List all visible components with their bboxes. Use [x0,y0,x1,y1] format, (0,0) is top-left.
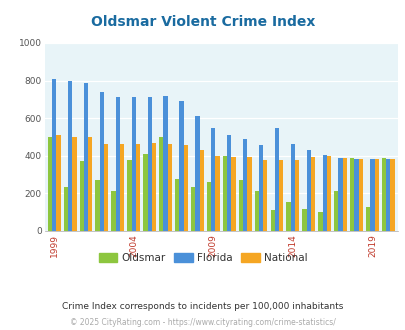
Bar [159,137,163,231]
Bar [385,159,390,231]
Bar [100,92,104,231]
Bar [326,156,330,231]
Bar [369,159,374,231]
Bar [195,116,199,231]
Bar [247,157,251,231]
Bar [175,179,179,231]
Bar [294,160,298,231]
Bar [136,144,140,231]
Bar [318,212,322,231]
Bar [290,144,294,231]
Bar [238,180,242,231]
Bar [104,144,108,231]
Bar [48,137,52,231]
Bar [179,101,183,231]
Bar [278,159,283,231]
Bar [270,210,274,231]
Bar [349,158,354,231]
Bar [127,159,131,231]
Bar [211,128,215,231]
Bar [254,190,258,231]
Bar [147,96,151,231]
Bar [84,83,88,231]
Bar [231,157,235,231]
Bar [88,137,92,231]
Bar [381,158,385,231]
Bar [167,144,172,231]
Bar [79,161,84,231]
Bar [306,150,310,231]
Text: Crime Index corresponds to incidents per 100,000 inhabitants: Crime Index corresponds to incidents per… [62,302,343,311]
Bar [215,156,219,231]
Bar [333,190,338,231]
Bar [354,159,358,231]
Bar [262,159,267,231]
Bar [286,202,290,231]
Bar [183,146,188,231]
Bar [151,143,156,231]
Bar [342,158,346,231]
Bar [390,159,394,231]
Text: Oldsmar Violent Crime Index: Oldsmar Violent Crime Index [91,15,314,29]
Bar [111,190,115,231]
Bar [374,159,378,231]
Bar [68,81,72,231]
Bar [207,182,211,231]
Bar [143,154,147,231]
Bar [302,209,306,231]
Bar [131,97,136,231]
Bar [258,146,262,231]
Bar [226,135,231,231]
Bar [190,187,195,231]
Bar [274,128,278,231]
Bar [199,150,203,231]
Bar [242,139,247,231]
Bar [72,137,77,231]
Bar [64,187,68,231]
Bar [358,159,362,231]
Bar [163,96,167,231]
Bar [52,79,56,231]
Bar [222,156,226,231]
Bar [95,180,100,231]
Bar [115,97,120,231]
Bar [365,208,369,231]
Bar [56,135,60,231]
Bar [120,144,124,231]
Bar [310,157,314,231]
Bar [322,155,326,231]
Legend: Oldsmar, Florida, National: Oldsmar, Florida, National [94,249,311,267]
Bar [338,158,342,231]
Text: © 2025 CityRating.com - https://www.cityrating.com/crime-statistics/: © 2025 CityRating.com - https://www.city… [70,318,335,327]
